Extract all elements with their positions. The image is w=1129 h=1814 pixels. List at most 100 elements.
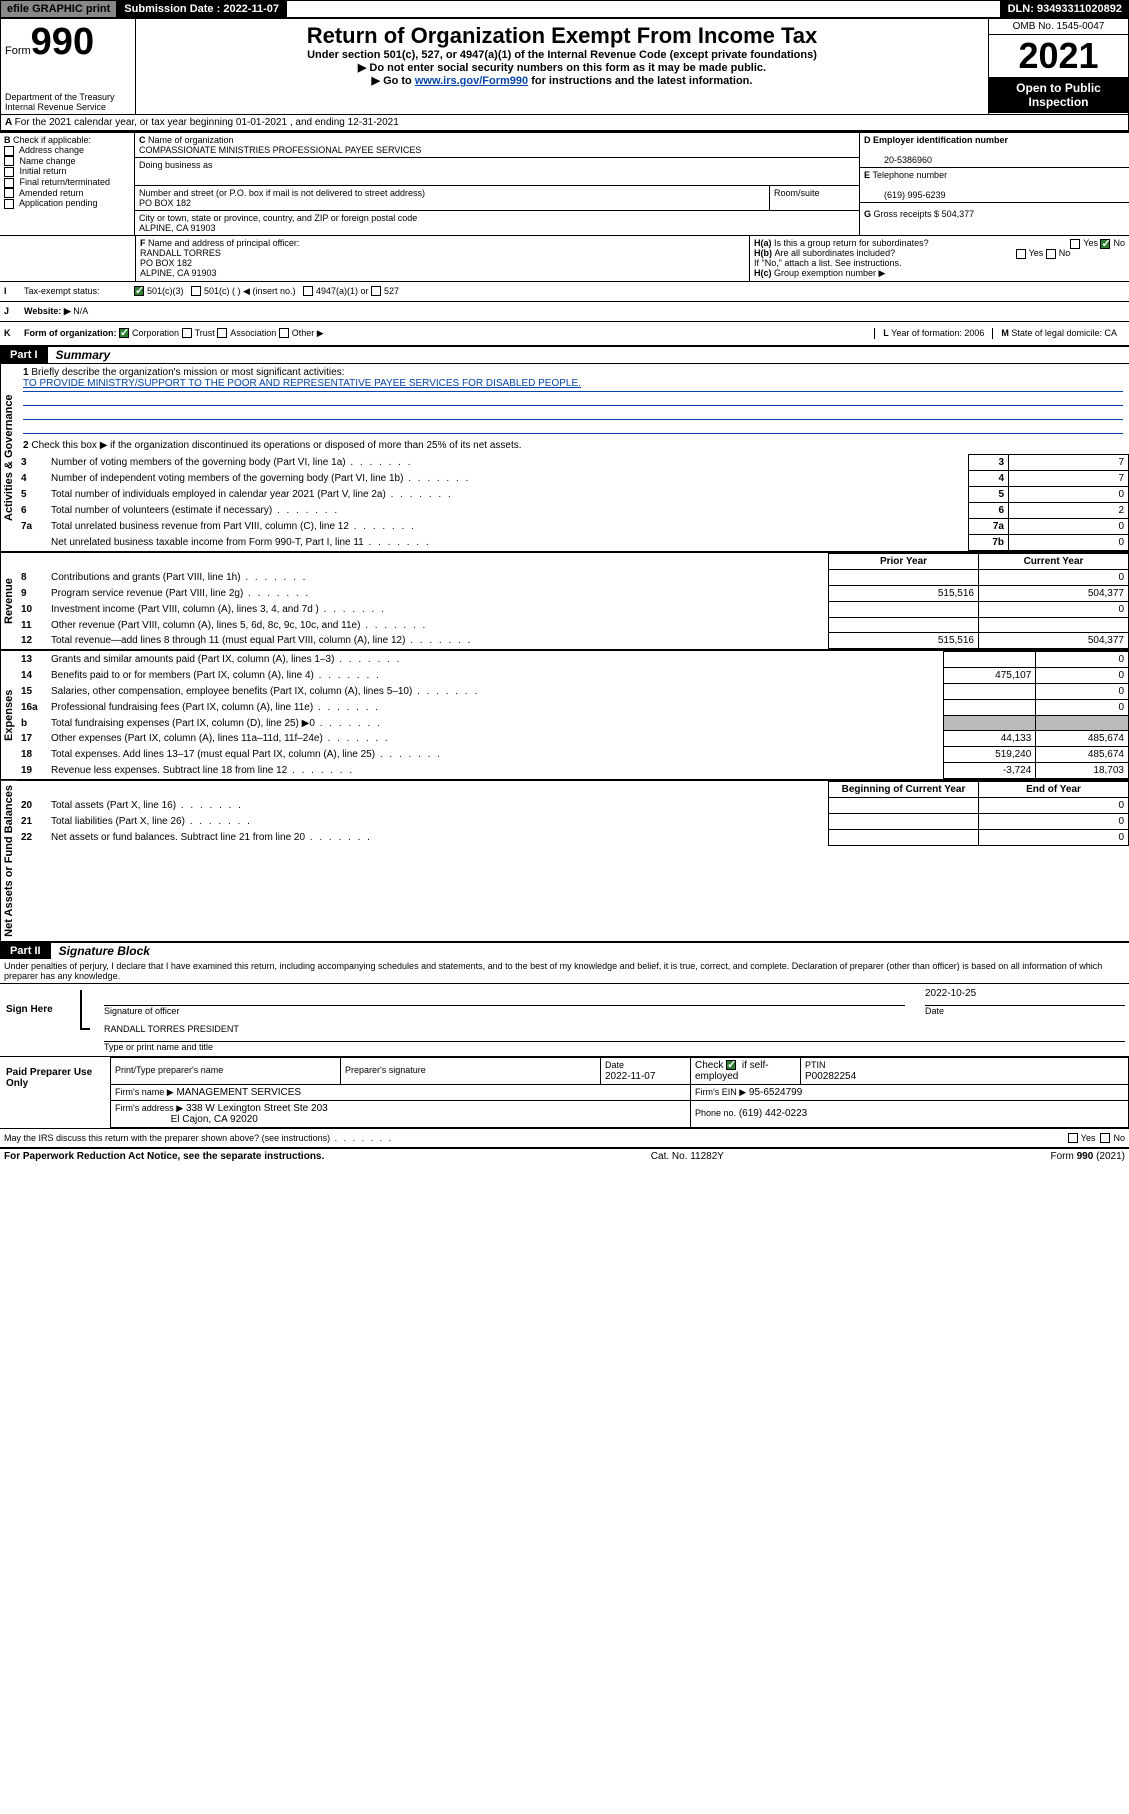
firm-ein-label: Firm's EIN ▶ — [695, 1087, 746, 1097]
i-o3: 4947(a)(1) or — [316, 286, 369, 297]
website-value: N/A — [73, 306, 88, 317]
footer-cat: Cat. No. 11282Y — [651, 1151, 724, 1162]
part1-title: Summary — [56, 348, 111, 362]
header-right: OMB No. 1545-0047 2021 Open to Public In… — [988, 19, 1128, 114]
subdate-value: 2022-11-07 — [223, 3, 279, 15]
expenses-table: 13Grants and similar amounts paid (Part … — [17, 651, 1129, 779]
yes-label: Yes — [1083, 238, 1098, 248]
efile-print-button[interactable]: efile GRAPHIC print — [0, 0, 117, 18]
table-row: bTotal fundraising expenses (Part IX, co… — [17, 716, 1129, 731]
part1-header: Part I Summary — [0, 347, 1129, 363]
h-block: H(a) Is this a group return for subordin… — [749, 236, 1129, 281]
footer-pra: For Paperwork Reduction Act Notice, see … — [4, 1151, 324, 1162]
table-row: 20Total assets (Part X, line 16)0 — [17, 798, 1129, 814]
i-4947-checkbox[interactable] — [303, 286, 313, 296]
dba-block: Doing business as — [135, 158, 859, 186]
mission-blank-2 — [23, 406, 1123, 420]
may-irs-yes-checkbox[interactable] — [1068, 1133, 1078, 1143]
prep-sig-label: Preparer's signature — [345, 1065, 426, 1075]
k-assoc-checkbox[interactable] — [217, 328, 227, 338]
ptin-label: PTIN — [805, 1060, 826, 1070]
sign-here-row: Sign Here Signature of officer 2022-10-2… — [0, 983, 1129, 1056]
hb-yes-checkbox[interactable] — [1016, 249, 1026, 259]
ha-yes-checkbox[interactable] — [1070, 239, 1080, 249]
j-label: Website: ▶ — [24, 306, 71, 317]
form-number: Form990 — [5, 21, 131, 64]
ein-value: 20-5386960 — [884, 155, 932, 165]
hb-no-checkbox[interactable] — [1046, 249, 1056, 259]
mission-blank-3 — [23, 420, 1123, 434]
part1-netassets: Net Assets or Fund Balances Beginning of… — [0, 779, 1129, 941]
part1-tab: Part I — [0, 347, 48, 363]
h-a: H(a) Is this a group return for subordin… — [754, 238, 1125, 248]
form-title: Return of Organization Exempt From Incom… — [140, 23, 984, 49]
self-employed-checkbox[interactable] — [726, 1060, 736, 1070]
firm-phone-value: (619) 442-0223 — [739, 1108, 807, 1119]
declaration: Under penalties of perjury, I declare th… — [0, 959, 1129, 983]
i-501c-checkbox[interactable] — [191, 286, 201, 296]
k-other-checkbox[interactable] — [279, 328, 289, 338]
ha-no-checkbox[interactable] — [1100, 239, 1110, 249]
may-irs-no-checkbox[interactable] — [1100, 1133, 1110, 1143]
i-527-checkbox[interactable] — [371, 286, 381, 296]
page-footer: For Paperwork Reduction Act Notice, see … — [0, 1147, 1129, 1164]
sig-date-value: 2022-10-25 — [925, 988, 976, 999]
part2-title: Signature Block — [59, 944, 150, 958]
officer-name-line: RANDALL TORRES PRESIDENT — [104, 1024, 1125, 1042]
irs-link[interactable]: www.irs.gov/Form990 — [415, 75, 528, 87]
col-c: C Name of organization COMPASSIONATE MIN… — [135, 133, 859, 235]
table-row: 15Salaries, other compensation, employee… — [17, 684, 1129, 700]
part1-expenses: Expenses 13Grants and similar amounts pa… — [0, 649, 1129, 779]
officer-signature-line[interactable] — [104, 988, 905, 1006]
gross-value: 504,377 — [942, 209, 975, 219]
dln-label: DLN: — [1008, 3, 1034, 15]
table-row: 5Total number of individuals employed in… — [17, 487, 1129, 503]
b-checkbox[interactable] — [4, 167, 14, 177]
q1-block: 1 Briefly describe the organization's mi… — [17, 364, 1129, 437]
firm-addr1: 338 W Lexington Street Ste 203 — [186, 1103, 328, 1114]
b-checkbox[interactable] — [4, 156, 14, 166]
table-row: 10Investment income (Part VIII, column (… — [17, 602, 1129, 618]
c-name-label: Name of organization — [148, 135, 234, 145]
k-label: Form of organization: — [24, 328, 117, 339]
b-checkbox[interactable] — [4, 199, 14, 209]
col-d: D Employer identification number 20-5386… — [859, 133, 1129, 235]
firm-phone-label: Phone no. — [695, 1108, 736, 1118]
firm-addr-label: Firm's address ▶ — [115, 1103, 183, 1113]
b-checkbox[interactable] — [4, 178, 14, 188]
k-trust-checkbox[interactable] — [182, 328, 192, 338]
m-value: CA — [1104, 328, 1117, 338]
i-501c3-checkbox[interactable] — [134, 286, 144, 296]
open-to-public: Open to Public Inspection — [989, 77, 1128, 113]
table-row: Net unrelated business taxable income fr… — [17, 535, 1129, 551]
g-gross-block: G Gross receipts $ 504,377 — [860, 203, 1129, 225]
governance-table: 3Number of voting members of the governi… — [17, 454, 1129, 551]
k-o2: Trust — [195, 328, 215, 339]
check-self-label: Check — [695, 1060, 726, 1071]
officer-name-label: Type or print name and title — [104, 1042, 1125, 1052]
dba-label: Doing business as — [139, 160, 213, 170]
street-row: Number and street (or P.O. box if mail i… — [135, 186, 859, 211]
k-corp-checkbox[interactable] — [119, 328, 129, 338]
b-option: Amended return — [4, 188, 130, 199]
b-checkbox[interactable] — [4, 146, 14, 156]
col-b: B Check if applicable: Address change Na… — [0, 133, 135, 235]
topbar: efile GRAPHIC print Submission Date : 20… — [0, 0, 1129, 18]
b-label: Check if applicable: — [13, 135, 91, 145]
firm-ein-value: 95-6524799 — [749, 1087, 802, 1098]
b-option: Final return/terminated — [4, 177, 130, 188]
l-value: 2006 — [964, 328, 984, 338]
sig-date-line: 2022-10-25 — [925, 988, 1125, 1006]
revenue-table: Prior YearCurrent Year8Contributions and… — [17, 553, 1129, 649]
officer-addr2: ALPINE, CA 91903 — [140, 268, 217, 278]
part2-tab: Part II — [0, 943, 51, 959]
l-label: Year of formation: — [891, 328, 962, 338]
form-word: Form — [5, 45, 31, 57]
dln-value: 93493311020892 — [1037, 3, 1122, 15]
table-row: 4Number of independent voting members of… — [17, 471, 1129, 487]
header-left: Form990 Department of the Treasury Inter… — [1, 19, 136, 114]
topbar-spacer — [286, 0, 1001, 18]
street-label: Number and street (or P.O. box if mail i… — [139, 188, 425, 198]
table-header-row: Prior YearCurrent Year — [17, 554, 1129, 570]
b-checkbox[interactable] — [4, 188, 14, 198]
